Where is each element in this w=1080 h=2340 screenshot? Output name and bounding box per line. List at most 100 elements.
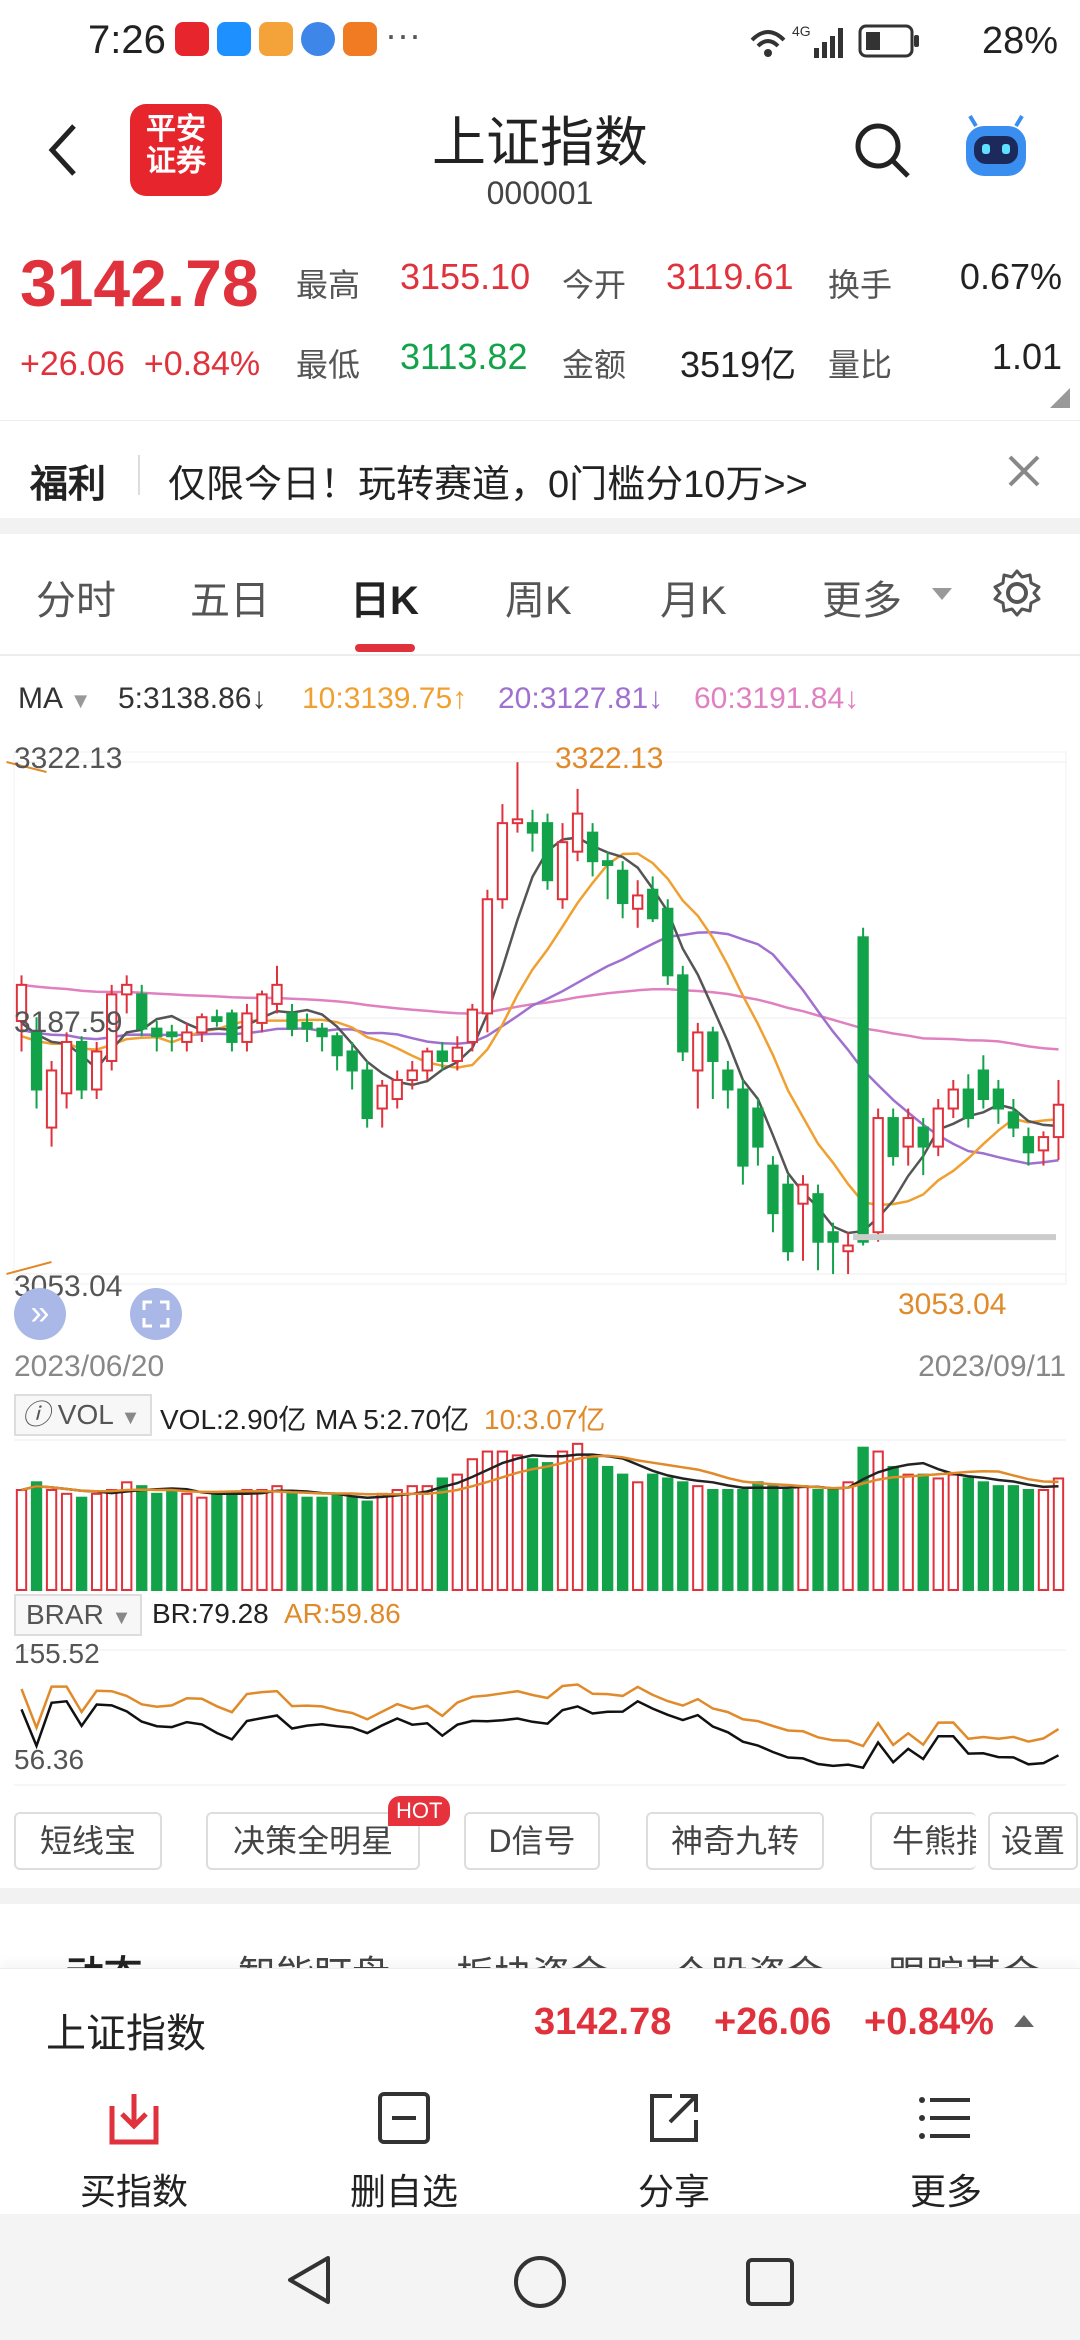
candle [391,1078,403,1101]
ma-selector[interactable]: MA ▼ [18,682,91,716]
more-actions-label: 更多 [909,2171,982,2212]
y-axis-mid: 3187.59 [14,1006,123,1039]
brar-selector[interactable]: BRAR ▼ [14,1594,142,1636]
indicator-btn-short-term[interactable]: 短线宝 [14,1812,162,1870]
br-value: BR:79.28 [152,1598,269,1629]
section-divider [0,518,1080,534]
volume-bar [737,1489,749,1591]
candle [211,1016,223,1023]
candle [616,869,629,905]
bottom-quote-change: +26.06 [714,2001,832,2043]
vol-ma10-line [21,1454,1059,1496]
vol-value: VOL:2.90亿 [160,1404,307,1435]
remove-watchlist-button[interactable]: 删自选 [314,2086,494,2215]
section-tab-news[interactable]: 动态 [66,1944,142,1968]
candle [571,812,584,853]
battery-icon [858,24,919,58]
low-marker-line [6,1261,52,1275]
candle [121,983,133,996]
candle [767,1164,779,1215]
indicator-settings-button[interactable]: 设置 [988,1812,1078,1870]
volume-bar [241,1489,253,1591]
candle [181,1031,193,1043]
share-button[interactable]: 分享 [584,2086,764,2215]
banner-divider [138,455,140,495]
vol-selector[interactable]: ⓘ VOL ▼ [14,1394,152,1436]
volume-bar [947,1473,959,1591]
expand-corner-icon[interactable] [1050,388,1070,408]
volume-bar [30,1481,43,1591]
indicator-btn-d-signal[interactable]: D信号 [464,1812,600,1870]
robot-assistant-button[interactable] [958,112,1034,193]
candle [797,1183,809,1205]
page-title: 上证指数 [432,113,648,173]
gear-icon[interactable] [992,568,1042,618]
indicator-btn-nine-turns[interactable]: 神奇九转 [646,1812,824,1870]
section-tab-tracking-funds[interactable]: 跟踪基金 [888,1944,1040,1968]
video-app-icon [343,22,377,56]
bottom-quote-bar[interactable]: 上证指数 3142.78 +26.06 +0.84% [0,1968,1080,2074]
section-tab-stock-funds[interactable]: 个股资金 [672,1944,824,1968]
section-tabs: 动态 智能盯盘 板块资金 个股资金 跟踪基金 [0,1924,1080,1968]
indicator-btn-bull-bear[interactable]: 牛熊指 [870,1812,976,1870]
volume-bar [196,1496,208,1592]
change-percent: +0.84% [143,345,261,383]
tab-monthly-k[interactable]: 月K [660,579,727,623]
candle [466,1008,479,1043]
volume-bar [782,1489,794,1591]
candle [977,1069,990,1101]
volume-bar [857,1446,869,1592]
volume-bar [316,1496,328,1592]
section-tab-sector-funds[interactable]: 板块资金 [456,1944,608,1968]
candle [932,1107,944,1148]
fullscreen-button[interactable] [130,1288,182,1340]
tab-divider [0,654,1080,656]
volume-bar [406,1485,418,1592]
nav-recents-icon[interactable] [744,2256,796,2308]
end-date: 2023/09/11 [918,1350,1066,1383]
candle [301,1021,313,1030]
kline-chart[interactable] [0,660,1080,1800]
volume-bar [136,1485,148,1592]
close-icon[interactable] [1006,453,1042,489]
vol-label: VOL [57,1399,113,1430]
volume-bar [887,1465,899,1592]
ratio-value: 1.01 [991,336,1062,377]
ratio-label: 量比 [828,347,893,383]
indicator-btn-decision[interactable]: 决策全明星 [206,1812,420,1870]
tab-daily-k[interactable]: 日K [350,579,419,623]
high-marker-line [6,761,47,773]
tab-more[interactable]: 更多 [822,579,902,623]
volume-bar [301,1496,313,1592]
app-notification-icon [259,22,293,56]
candle [136,993,148,1030]
volume-bars [15,1442,1065,1592]
nav-back-icon[interactable] [284,2254,334,2306]
volume-bar [977,1481,990,1591]
tab-weekly-k[interactable]: 周K [505,579,572,623]
back-button[interactable] [44,120,84,185]
tab-five-day[interactable]: 五日 [190,579,270,623]
volume-bar [526,1458,539,1591]
buy-index-button[interactable]: 买指数 [44,2086,224,2215]
remove-watchlist-label: 删自选 [349,2171,458,2212]
ar-line [20,1683,1060,1748]
chevron-up-icon[interactable] [1012,2013,1036,2029]
volume-bar [541,1462,554,1591]
more-actions-button[interactable]: 更多 [856,2086,1036,2215]
menu-icon [919,2097,970,2139]
search-button[interactable] [852,120,912,185]
promo-banner[interactable]: 福利 仅限今日！玩转赛道，0门槛分10万>> [0,420,1080,518]
volume-bar [90,1492,103,1591]
candle [556,841,569,901]
collapse-sidebar-icon[interactable]: » [14,1288,66,1340]
volume-bar [391,1489,403,1591]
candle [917,1126,929,1148]
candle [346,1050,358,1072]
battery-level: 28% [981,20,1058,62]
volume-bar [797,1485,809,1592]
candle [707,1031,719,1062]
section-tab-smart-watch[interactable]: 智能盯盘 [238,1944,390,1968]
tab-intraday[interactable]: 分时 [36,579,116,623]
nav-home-icon[interactable] [512,2254,568,2310]
